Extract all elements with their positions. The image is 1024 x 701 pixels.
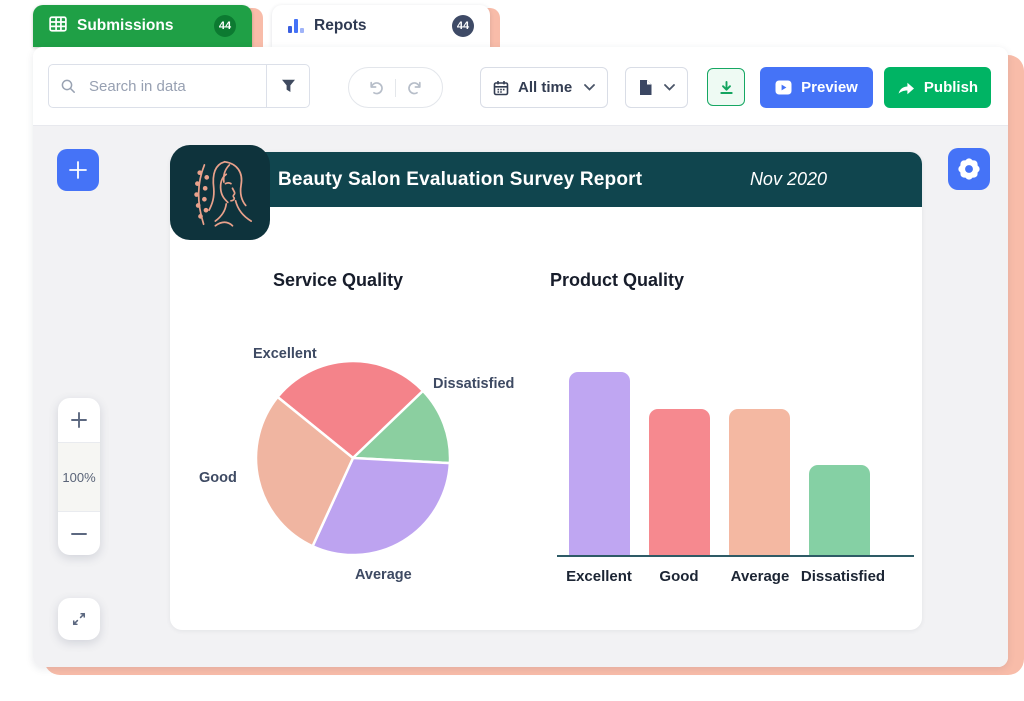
bar-dissatisfied [809,465,870,555]
undo-redo-group [348,67,443,108]
report-title: Beauty Salon Evaluation Survey Report [278,168,643,190]
pie-chart[interactable] [253,358,453,558]
bar-chart[interactable] [557,372,914,557]
tab-submissions-label: Submissions [77,17,174,34]
preview-button[interactable]: Preview [760,67,873,108]
gear-icon [958,158,980,180]
zoom-out-button[interactable] [58,512,100,555]
app-window: All time Preview Publish [33,47,1008,667]
publish-label: Publish [923,79,979,96]
bar-slot [809,465,889,555]
bar-category-label: Excellent [566,568,632,585]
plus-icon [69,161,87,179]
woman-line-art-icon [194,160,253,227]
pie-label: Excellent [253,346,317,362]
page-select[interactable] [625,67,688,108]
bar-category-label: Good [659,568,699,585]
bar-slot [649,409,729,555]
bar-good [649,409,710,555]
salon-logo [170,145,270,240]
bar-chart-title: Product Quality [550,270,685,290]
bar-category-label: Average [730,568,790,585]
fullscreen-button[interactable] [58,598,100,640]
redo-arrow-icon [408,81,421,94]
publish-button[interactable]: Publish [884,67,991,108]
toolbar: All time Preview Publish [33,47,1008,126]
settings-button[interactable] [948,148,990,190]
chevron-down-icon [664,84,675,91]
zoom-in-button[interactable] [58,398,100,442]
undo-arrow-icon [370,81,383,94]
expand-arrows-icon [72,612,86,626]
pie-chart-title: Service Quality [273,270,404,290]
plus-icon [71,412,87,428]
bar-slot [729,409,809,555]
search-box [48,64,310,108]
tab-reports-label: Repots [314,17,367,34]
pie-label: Good [199,470,237,486]
zoom-controls: 100% [58,398,100,555]
document-icon [640,80,652,95]
bar-category-label: Dissatisfied [800,568,886,585]
download-icon [719,80,733,94]
date-range-select[interactable]: All time [480,67,608,108]
report-header: Beauty Salon Evaluation Survey Report No… [170,152,922,207]
pie-label: Average [355,567,412,583]
tab-reports[interactable]: Repots 44 [272,5,490,47]
share-arrow-icon [898,82,914,94]
report-canvas: 100% Beauty Salon Evaluation Survey Repo… [33,126,1008,667]
report-card[interactable]: Beauty Salon Evaluation Survey Report No… [170,145,922,630]
add-widget-button[interactable] [57,149,99,191]
divider [395,78,396,97]
funnel-icon [281,79,295,92]
chevron-down-icon [584,84,595,91]
download-button[interactable] [707,68,745,106]
preview-label: Preview [801,79,858,96]
bar-average [729,409,790,555]
redo-button[interactable] [404,77,427,99]
bar-chart-icon [288,19,304,33]
bar-excellent [569,372,630,555]
play-icon [775,80,792,95]
submissions-count-badge: 44 [214,15,236,37]
search-icon [49,78,87,95]
reports-count-badge: 44 [452,15,474,37]
minus-icon [71,532,87,535]
undo-button[interactable] [364,77,387,99]
zoom-level-value: 100% [58,442,100,512]
calendar-icon [493,80,509,95]
report-date: Nov 2020 [749,169,827,189]
tab-submissions[interactable]: Submissions 44 [33,5,252,47]
date-range-value: All time [518,79,573,96]
pie-label: Dissatisfied [433,376,515,392]
filter-button[interactable] [266,65,309,107]
bar-slot [569,372,649,555]
table-grid-icon [49,15,67,37]
search-input[interactable] [87,76,266,96]
